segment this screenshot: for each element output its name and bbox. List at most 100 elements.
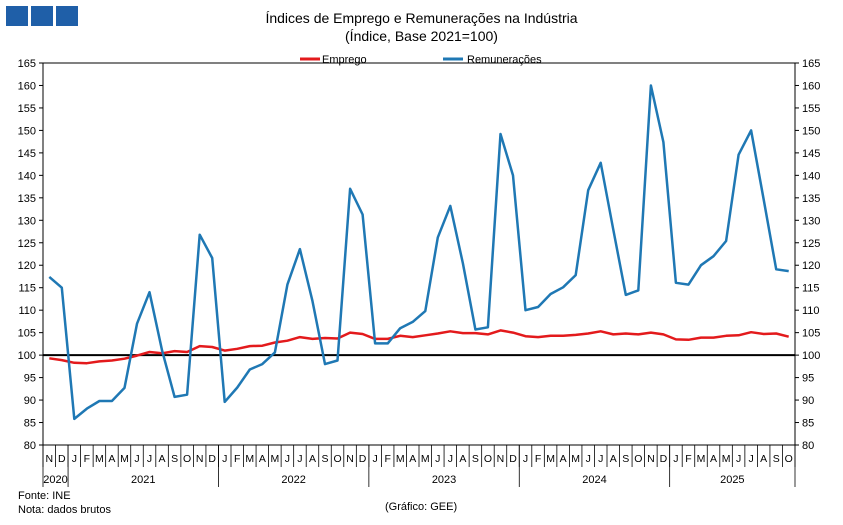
x-month-label: D xyxy=(208,453,216,465)
year-label: 2024 xyxy=(582,474,606,486)
y-tick-label-right: 100 xyxy=(802,350,820,362)
x-month-label: M xyxy=(722,453,731,465)
x-month-label: J xyxy=(749,453,754,465)
x-month-label: J xyxy=(598,453,603,465)
x-month-label: D xyxy=(359,453,367,465)
x-month-label: M xyxy=(120,453,129,465)
y-tick-label-left: 110 xyxy=(18,305,36,317)
source-note: Fonte: INE xyxy=(18,490,71,502)
x-month-label: N xyxy=(196,453,204,465)
x-month-label: A xyxy=(108,453,115,465)
x-month-label: M xyxy=(571,453,580,465)
y-tick-label-right: 150 xyxy=(802,125,820,137)
x-month-label: A xyxy=(610,453,617,465)
x-month-label: A xyxy=(309,453,316,465)
year-label: 2025 xyxy=(720,474,744,486)
x-month-label: A xyxy=(760,453,767,465)
x-month-label: J xyxy=(373,453,378,465)
y-tick-label-right: 85 xyxy=(802,418,814,430)
x-month-label: M xyxy=(546,453,555,465)
plot-area xyxy=(42,62,796,446)
y-tick-label-right: 135 xyxy=(802,193,820,205)
y-tick-label-left: 105 xyxy=(18,328,36,340)
logo-square xyxy=(6,6,28,26)
chart-title: Índices de Emprego e Remunerações na Ind… xyxy=(265,10,578,26)
x-month-label: S xyxy=(773,453,780,465)
y-tick-label-right: 130 xyxy=(802,215,820,227)
x-month-label: N xyxy=(647,453,655,465)
y-tick-label-left: 80 xyxy=(24,440,36,452)
x-month-label: S xyxy=(622,453,629,465)
y-tick-label-right: 155 xyxy=(802,103,820,115)
y-tick-label-left: 150 xyxy=(18,125,36,137)
legend-label: Emprego xyxy=(322,54,367,66)
y-tick-label-right: 90 xyxy=(802,395,814,407)
logo xyxy=(6,6,78,26)
x-month-label: A xyxy=(560,453,567,465)
x-month-label: M xyxy=(95,453,104,465)
y-tick-label-left: 160 xyxy=(18,80,36,92)
x-month-label: F xyxy=(384,453,390,465)
x-month-label: O xyxy=(484,453,492,465)
x-month-label: M xyxy=(697,453,706,465)
y-tick-label-left: 90 xyxy=(24,395,36,407)
year-label: 2023 xyxy=(432,474,456,486)
y-tick-label-left: 120 xyxy=(18,260,36,272)
x-month-label: D xyxy=(660,453,668,465)
y-tick-label-left: 140 xyxy=(18,170,36,182)
y-tick-label-right: 120 xyxy=(802,260,820,272)
x-month-label: J xyxy=(134,453,139,465)
x-month-label: A xyxy=(409,453,416,465)
x-month-label: O xyxy=(785,453,793,465)
logo-square xyxy=(56,6,78,26)
x-month-label: O xyxy=(634,453,642,465)
y-tick-label-right: 125 xyxy=(802,238,820,250)
x-month-label: N xyxy=(45,453,53,465)
logo-square xyxy=(31,6,53,26)
x-month-label: J xyxy=(673,453,678,465)
x-month-label: D xyxy=(58,453,66,465)
y-tick-label-right: 160 xyxy=(802,80,820,92)
y-tick-label-left: 115 xyxy=(18,283,36,295)
y-tick-label-left: 155 xyxy=(18,103,36,115)
x-month-label: M xyxy=(270,453,279,465)
year-label: 2022 xyxy=(281,474,305,486)
y-tick-label-left: 125 xyxy=(18,238,36,250)
y-tick-label-right: 95 xyxy=(802,373,814,385)
y-tick-label-left: 130 xyxy=(18,215,36,227)
x-month-label: M xyxy=(245,453,254,465)
y-tick-label-left: 100 xyxy=(18,350,36,362)
y-tick-label-right: 115 xyxy=(802,283,820,295)
x-month-label: S xyxy=(472,453,479,465)
y-tick-label-right: 80 xyxy=(802,440,814,452)
x-month-label: F xyxy=(535,453,541,465)
x-month-label: N xyxy=(497,453,505,465)
chart-subtitle: (Índice, Base 2021=100) xyxy=(345,28,498,44)
x-month-label: D xyxy=(509,453,517,465)
x-month-label: F xyxy=(685,453,691,465)
x-month-label: M xyxy=(396,453,405,465)
y-tick-label-right: 105 xyxy=(802,328,820,340)
x-month-label: S xyxy=(321,453,328,465)
x-month-label: A xyxy=(459,453,466,465)
y-tick-label-left: 135 xyxy=(18,193,36,205)
y-tick-label-left: 165 xyxy=(18,58,36,70)
legend-label: Remunerações xyxy=(467,54,542,66)
y-tick-label-right: 140 xyxy=(802,170,820,182)
x-month-label: M xyxy=(421,453,430,465)
x-month-label: J xyxy=(736,453,741,465)
x-month-label: J xyxy=(72,453,77,465)
x-month-label: J xyxy=(523,453,528,465)
x-month-label: S xyxy=(171,453,178,465)
year-label: 2021 xyxy=(131,474,155,486)
x-month-label: J xyxy=(448,453,453,465)
x-month-label: A xyxy=(159,453,166,465)
y-tick-label-right: 145 xyxy=(802,148,820,160)
x-month-label: J xyxy=(222,453,227,465)
x-month-label: J xyxy=(285,453,290,465)
data-note: Nota: dados brutos xyxy=(18,504,111,516)
x-month-label: N xyxy=(346,453,354,465)
x-month-label: F xyxy=(84,453,90,465)
y-tick-label-right: 165 xyxy=(802,58,820,70)
